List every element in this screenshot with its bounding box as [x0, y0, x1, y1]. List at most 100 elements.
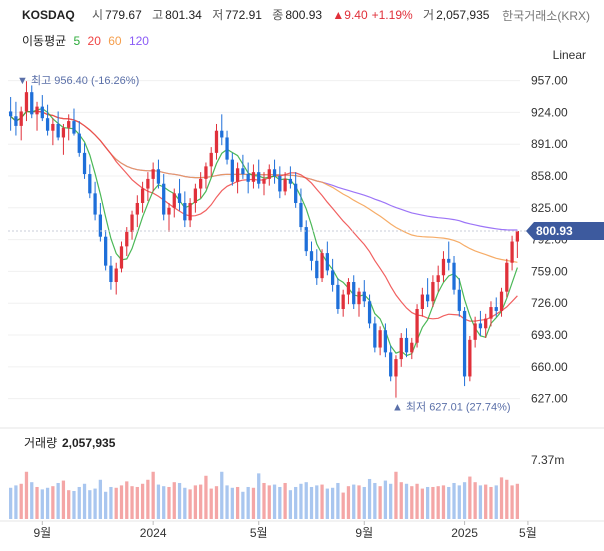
candle-body: [357, 291, 361, 305]
volume-bar: [156, 484, 161, 519]
candle-body: [272, 169, 277, 177]
volume-bar: [262, 482, 266, 519]
volume-bar: [241, 491, 245, 519]
volume-bar: [330, 487, 335, 519]
candle-body: [484, 318, 488, 329]
volume-max-label: 7.37m: [531, 453, 564, 467]
candle: [193, 183, 198, 213]
volume-bar: [294, 486, 298, 519]
candle: [30, 85, 34, 119]
volume-bar: [288, 490, 293, 519]
scale-mode-button[interactable]: Linear: [552, 48, 586, 62]
candle-body: [151, 169, 155, 179]
candle-body: [146, 178, 150, 189]
candle-body: [14, 116, 18, 126]
volume-bar: [447, 486, 451, 519]
candle-body: [489, 307, 493, 319]
candle-body: [462, 310, 467, 377]
volume-bar: [188, 489, 192, 519]
candle-body: [262, 178, 266, 184]
volume-bar: [82, 483, 87, 519]
ma5-label: 5: [73, 34, 81, 48]
candle: [468, 335, 472, 382]
candle: [167, 202, 171, 232]
candle: [267, 164, 271, 186]
candle-body: [109, 265, 113, 283]
ma-legend[interactable]: 이동평균 5 20 60 120: [22, 32, 149, 49]
candle: [257, 159, 261, 189]
candle-body: [425, 294, 430, 302]
candle-body: [283, 178, 287, 192]
candle-body: [61, 127, 66, 138]
candle-body: [140, 188, 145, 203]
candle: [441, 251, 446, 283]
volume-bar: [30, 482, 34, 519]
candle-body: [35, 106, 39, 115]
candle: [478, 310, 483, 336]
volume-bar: [399, 482, 403, 519]
candle-body: [177, 193, 182, 203]
volume-bar: [346, 486, 351, 519]
candle: [515, 230, 519, 259]
candle-body: [235, 168, 240, 182]
candle-body: [193, 188, 198, 203]
candle-body: [246, 174, 250, 182]
candle: [494, 297, 498, 317]
candle: [383, 323, 388, 358]
candle: [246, 162, 250, 194]
candles: [9, 81, 519, 398]
candle-body: [77, 133, 81, 153]
candle: [484, 313, 488, 338]
moving-averages: [10, 107, 518, 357]
candle: [172, 188, 176, 218]
volume-bar: [98, 479, 103, 519]
change-value: ▲9.40: [332, 8, 368, 22]
candle-body: [278, 176, 282, 192]
candle: [462, 307, 467, 387]
candle-body: [162, 183, 166, 215]
candle-body: [199, 178, 203, 189]
volume-total: 2,057,935: [62, 436, 116, 450]
candle: [51, 118, 55, 146]
candle-body: [225, 137, 229, 160]
candle: [140, 181, 145, 213]
volume-bar: [352, 484, 356, 519]
candle-body: [367, 301, 372, 324]
y-tick-label: 957.00: [531, 74, 568, 88]
candle: [489, 301, 493, 327]
candle-body: [415, 308, 419, 343]
low-marker: ▲ 최저 627.01 (27.74%): [392, 401, 511, 414]
candle: [56, 111, 60, 141]
candle: [394, 355, 398, 398]
candle: [473, 316, 477, 348]
ma120-line: [10, 110, 518, 231]
volume-value: 2,057,935: [436, 8, 490, 22]
candle-body: [82, 152, 87, 175]
candle-body: [447, 258, 451, 263]
volume-bar: [19, 483, 23, 519]
volume-bar: [462, 482, 467, 519]
candle: [373, 316, 377, 353]
candle: [399, 333, 403, 367]
price-grid: 957.00924.00891.00858.00825.00792.00759.…: [8, 74, 568, 406]
candle-body: [204, 166, 208, 179]
candle: [320, 249, 324, 283]
volume-bar: [383, 480, 388, 519]
y-tick-label: 726.00: [531, 296, 568, 310]
volume-bar: [114, 487, 118, 519]
ma5-line: [10, 107, 518, 357]
candle-body: [299, 202, 303, 228]
candle-body: [336, 284, 340, 309]
volume-bar: [257, 473, 261, 519]
candle: [404, 328, 409, 358]
candle: [225, 130, 229, 165]
x-tick-label: 2025: [451, 526, 478, 540]
candle-body: [214, 130, 219, 153]
volume-bar: [410, 486, 414, 519]
candle-body: [320, 253, 324, 279]
candle: [162, 174, 166, 221]
candle: [294, 172, 298, 208]
volume-bar: [220, 471, 224, 519]
high-value: 801.34: [165, 8, 202, 22]
